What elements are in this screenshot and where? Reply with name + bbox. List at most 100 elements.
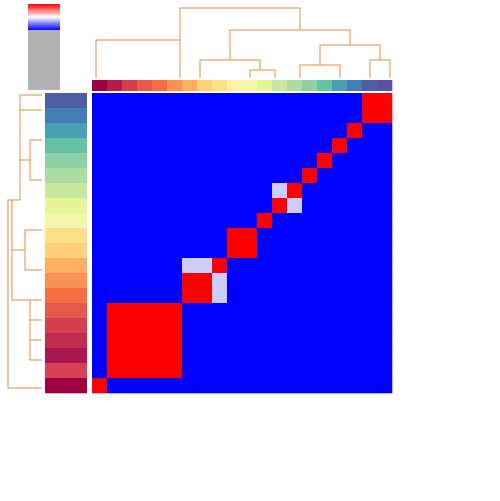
heatmap-cell	[287, 93, 303, 109]
heatmap-cell	[347, 243, 363, 259]
heatmap-cell	[227, 258, 243, 274]
heatmap-cell	[212, 228, 228, 244]
heatmap-cell	[227, 138, 243, 154]
heatmap-cell	[107, 228, 123, 244]
heatmap-cell	[347, 258, 363, 274]
heatmap-cell	[332, 333, 348, 349]
heatmap-cell	[212, 273, 228, 289]
heatmap-cell	[152, 303, 168, 319]
row-color	[45, 303, 87, 319]
heatmap-cell	[107, 138, 123, 154]
heatmap-cell	[242, 123, 258, 139]
heatmap-cell	[182, 123, 198, 139]
heatmap-cell	[362, 138, 378, 154]
heatmap-cell	[347, 333, 363, 349]
heatmap-cell	[197, 153, 213, 169]
heatmap-cell	[107, 258, 123, 274]
heatmap-cell	[107, 213, 123, 229]
heatmap-cell	[227, 378, 243, 394]
heatmap-cell	[347, 378, 363, 394]
heatmap-cell	[137, 108, 153, 124]
heatmap-cell	[302, 183, 318, 199]
heatmap-cell	[122, 378, 138, 394]
column-color	[212, 80, 228, 91]
heatmap-cell	[377, 258, 393, 274]
heatmap-cell	[227, 183, 243, 199]
heatmap-cell	[122, 228, 138, 244]
heatmap-cell	[347, 168, 363, 184]
heatmap-cell	[317, 183, 333, 199]
heatmap-cell	[242, 243, 258, 259]
heatmap-cell	[152, 93, 168, 109]
row-color	[45, 198, 87, 214]
heatmap-cell	[92, 288, 108, 304]
heatmap-cell	[257, 93, 273, 109]
heatmap-cell	[302, 378, 318, 394]
heatmap-cell	[212, 348, 228, 364]
heatmap-cell	[92, 93, 108, 109]
heatmap	[92, 93, 393, 394]
heatmap-cell	[182, 183, 198, 199]
heatmap-cell	[257, 108, 273, 124]
heatmap-cell	[167, 378, 183, 394]
heatmap-cell	[197, 213, 213, 229]
heatmap-cell	[362, 348, 378, 364]
heatmap-cell	[287, 378, 303, 394]
heatmap-cell	[377, 363, 393, 379]
heatmap-cell	[347, 303, 363, 319]
colorbar-background	[28, 30, 60, 90]
heatmap-cell	[377, 348, 393, 364]
heatmap-cell	[272, 378, 288, 394]
heatmap-cell	[317, 333, 333, 349]
heatmap-cell	[197, 138, 213, 154]
heatmap-cell	[317, 348, 333, 364]
heatmap-cell	[362, 183, 378, 199]
heatmap-cell	[317, 258, 333, 274]
heatmap-cell	[152, 363, 168, 379]
heatmap-cell	[167, 363, 183, 379]
heatmap-cell	[137, 153, 153, 169]
heatmap-cell	[242, 108, 258, 124]
heatmap-cell	[347, 213, 363, 229]
heatmap-cell	[122, 108, 138, 124]
heatmap-cell	[362, 123, 378, 139]
heatmap-cell	[257, 228, 273, 244]
heatmap-cell	[317, 303, 333, 319]
heatmap-cell	[362, 243, 378, 259]
heatmap-cell	[167, 303, 183, 319]
row-color	[45, 318, 87, 334]
heatmap-cell	[287, 273, 303, 289]
heatmap-cell	[152, 123, 168, 139]
heatmap-cell	[272, 363, 288, 379]
heatmap-cell	[227, 288, 243, 304]
heatmap-cell	[302, 273, 318, 289]
heatmap-cell	[137, 213, 153, 229]
heatmap-cell	[92, 198, 108, 214]
heatmap-cell	[197, 198, 213, 214]
heatmap-cell	[377, 123, 393, 139]
heatmap-cell	[92, 138, 108, 154]
heatmap-cell	[287, 153, 303, 169]
heatmap-cell	[242, 363, 258, 379]
heatmap-cell	[242, 273, 258, 289]
heatmap-cell	[107, 93, 123, 109]
heatmap-cell	[227, 273, 243, 289]
heatmap-cell	[212, 243, 228, 259]
row-color	[45, 183, 87, 199]
heatmap-cell	[272, 183, 288, 199]
heatmap-cell	[167, 153, 183, 169]
heatmap-cell	[242, 318, 258, 334]
row-color	[45, 378, 87, 394]
heatmap-cell	[167, 108, 183, 124]
heatmap-cell	[332, 168, 348, 184]
column-color	[332, 80, 348, 91]
heatmap-cell	[107, 288, 123, 304]
heatmap-cell	[152, 318, 168, 334]
heatmap-cell	[332, 108, 348, 124]
column-color	[362, 80, 378, 91]
heatmap-cell	[377, 303, 393, 319]
heatmap-cell	[92, 333, 108, 349]
heatmap-cell	[317, 153, 333, 169]
heatmap-cell	[257, 123, 273, 139]
heatmap-cell	[197, 93, 213, 109]
